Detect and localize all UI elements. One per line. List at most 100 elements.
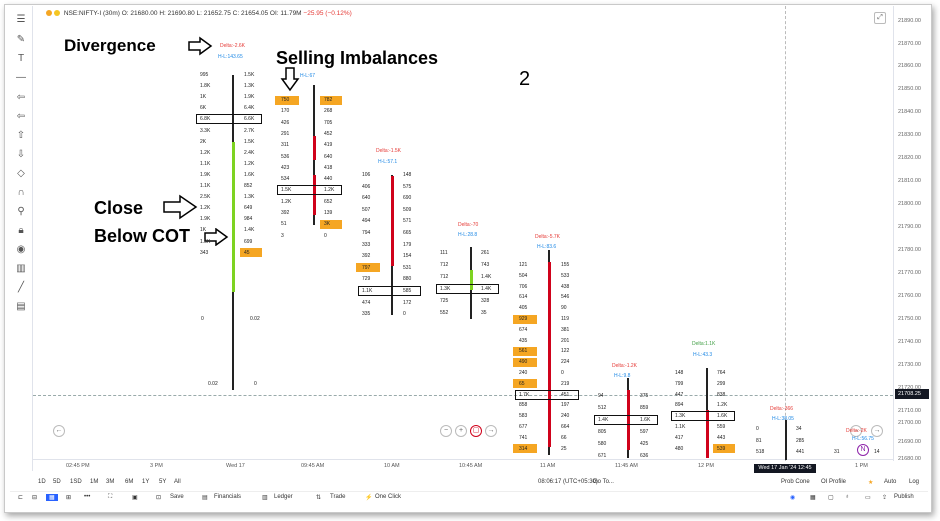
chat-icon[interactable]: ▢ xyxy=(828,495,834,501)
price-tick: 21860.00 xyxy=(898,63,921,69)
hline-icon[interactable]: — xyxy=(16,72,26,83)
layout-icon-3[interactable]: ▦ xyxy=(46,494,58,501)
star-icon[interactable]: ★ xyxy=(868,480,874,486)
hl-label: H-L:28.8 xyxy=(458,232,478,238)
shapes-icon[interactable]: ◇ xyxy=(17,168,25,179)
arrow-up-icon[interactable]: ⇧ xyxy=(16,130,26,141)
arrow-left-icon-2[interactable]: ⇦ xyxy=(16,111,26,122)
more-icon[interactable]: ••• xyxy=(84,494,91,500)
poc-box xyxy=(515,389,579,400)
prob-cone-button[interactable]: Prob Cone xyxy=(781,479,810,485)
publish-icon[interactable]: ⇪ xyxy=(882,495,888,501)
arrow-left-icon[interactable]: ⇦ xyxy=(16,92,26,103)
ask-volume: 705 xyxy=(324,119,333,126)
lock-icon[interactable]: 🔒︎ xyxy=(18,225,24,236)
price-tick: 21770.00 xyxy=(898,270,921,276)
delta-label: Delta:-2.6K xyxy=(220,43,246,49)
oi-profile-button[interactable]: OI Profile xyxy=(821,479,847,485)
trash-icon[interactable]: ▥ xyxy=(16,263,26,274)
delta-label: Delta:-2K xyxy=(846,428,867,434)
oneclick-icon[interactable]: ⚡ xyxy=(365,495,373,501)
n-marker-icon[interactable]: N xyxy=(857,444,869,456)
candle-stem xyxy=(469,270,473,290)
bid-volume: 111 xyxy=(440,250,448,256)
menu-icon[interactable]: ☰ xyxy=(16,14,26,25)
financials-button[interactable]: Financials xyxy=(214,494,242,500)
go-latest-icon[interactable]: → xyxy=(871,425,883,437)
trade-button[interactable]: Trade xyxy=(330,494,346,500)
bulb-icon[interactable]: ♁ xyxy=(845,494,850,500)
oi-value: OI: 11.79M xyxy=(269,10,302,17)
range-button-6m[interactable]: 6M xyxy=(125,479,134,485)
layout-icon[interactable]: ⊏ xyxy=(18,495,24,501)
range-button-all[interactable]: All xyxy=(174,479,181,485)
grid-icon[interactable]: ⊞ xyxy=(66,495,72,501)
ledger-button[interactable]: Ledger xyxy=(274,494,293,500)
oneclick-button[interactable]: One Click xyxy=(375,494,402,500)
range-button-3m[interactable]: 3M xyxy=(106,479,115,485)
save-icon[interactable]: ⊡ xyxy=(156,495,162,501)
range-button-1m[interactable]: 1M xyxy=(90,479,99,485)
imbalance-highlight xyxy=(513,357,537,367)
time-tick: 11 AM xyxy=(540,463,556,469)
settings-icon[interactable]: ▤ xyxy=(16,301,26,312)
ask-volume: 35 xyxy=(481,309,487,316)
range-button-5y[interactable]: 5Y xyxy=(159,479,167,485)
grid-view-icon[interactable]: ▦ xyxy=(810,495,816,501)
time-axis[interactable]: 02:45 PM 3 PM Wed 17 09:45 AM 10 AM 10:45 AM 1… xyxy=(33,459,893,473)
ledger-icon[interactable]: ▥ xyxy=(262,495,268,501)
ask-volume: 1.6K xyxy=(717,413,728,420)
trade-icon[interactable]: ⇅ xyxy=(316,495,322,501)
publish-button[interactable]: Publish xyxy=(894,494,914,500)
layout-icon-2[interactable]: ⊟ xyxy=(32,495,38,501)
scroll-right-icon[interactable]: → xyxy=(485,425,497,437)
eye-icon[interactable]: ◉ xyxy=(16,244,26,255)
bid-volume: 1.4K xyxy=(598,416,609,423)
measure-icon[interactable]: ⚲ xyxy=(17,206,25,217)
delta-label: Delta:-366 xyxy=(770,406,794,412)
bid-volume: 706 xyxy=(519,283,528,290)
ask-volume: 1.5K xyxy=(244,138,255,145)
bid-volume: 423 xyxy=(281,164,290,171)
bid-volume: 121 xyxy=(519,262,528,268)
ask-volume: 539 xyxy=(717,445,726,452)
reset-icon[interactable]: ▢ xyxy=(470,425,482,437)
price-axis[interactable]: 21890.00 21870.00 21860.00 21850.00 21840.00… xyxy=(893,6,931,462)
bid-volume: 333 xyxy=(362,241,371,248)
scroll-left-icon[interactable]: ← xyxy=(53,425,65,437)
range-button-1y[interactable]: 1Y xyxy=(142,479,150,485)
camera-icon[interactable]: ▣ xyxy=(132,495,138,501)
log-button[interactable]: Log xyxy=(909,479,920,485)
fullscreen-icon[interactable]: ⛶ xyxy=(108,494,113,500)
ask-volume: 1.9K xyxy=(244,94,255,101)
account-icon[interactable]: ◉ xyxy=(790,495,796,501)
financials-icon[interactable]: ▤ xyxy=(202,495,208,501)
zoom-in-icon[interactable]: + xyxy=(455,425,467,437)
candle-stem xyxy=(626,390,630,450)
ask-volume: 699 xyxy=(244,238,253,245)
text-icon[interactable]: T xyxy=(17,53,25,64)
ruler-icon[interactable]: ╱ xyxy=(17,282,25,293)
video-icon[interactable]: ▭ xyxy=(865,495,871,501)
symbol-label[interactable]: NSE:NIFTY-I (30m) xyxy=(63,10,120,17)
scroll-right-icon-2[interactable]: → xyxy=(850,425,862,437)
expand-icon[interactable]: ⤢ xyxy=(874,12,886,24)
ask-volume: 640 xyxy=(324,153,333,160)
zoom-out-icon[interactable]: − xyxy=(440,425,452,437)
arrow-down-icon[interactable]: ⇩ xyxy=(16,149,26,160)
bid-volume: 94 xyxy=(598,393,604,399)
bid-volume: 291 xyxy=(281,130,290,137)
range-button-1sd[interactable]: 1SD xyxy=(70,479,82,485)
auto-button[interactable]: Auto xyxy=(884,479,897,485)
range-button-5d[interactable]: 5D xyxy=(53,479,61,485)
bid-volume: 1.9K xyxy=(200,216,211,223)
magnet-icon[interactable]: ∩ xyxy=(17,187,25,198)
bid-volume: 106 xyxy=(362,172,371,178)
range-button-1d[interactable]: 1D xyxy=(38,479,46,485)
bid-volume: 797 xyxy=(362,264,371,271)
save-button[interactable]: Save xyxy=(170,494,184,500)
change-value: −25.95 (−0.12%) xyxy=(303,10,352,17)
ask-volume: 1.3K xyxy=(244,83,255,90)
goto-button[interactable]: Go To... xyxy=(593,479,614,485)
pencil-icon[interactable]: ✎ xyxy=(16,34,26,45)
